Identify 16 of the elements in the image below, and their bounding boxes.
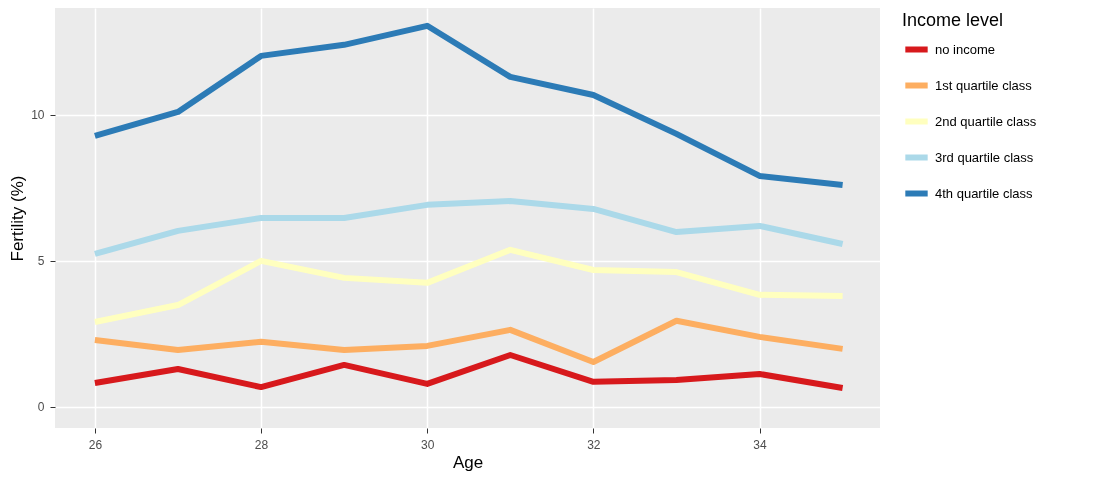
x-tick-label: 26 xyxy=(88,437,103,452)
legend-title: Income level xyxy=(902,10,1004,30)
y-tick-label: 10 xyxy=(31,108,45,123)
legend-label: 3rd quartile class xyxy=(935,149,1034,165)
y-tick-label: 5 xyxy=(37,254,45,269)
x-tick-label: 28 xyxy=(254,437,269,452)
legend-label: 1st quartile class xyxy=(935,77,1033,93)
y-axis-title: Fertility (%) xyxy=(8,175,28,262)
x-axis-title: Age xyxy=(452,452,484,472)
x-tick-label: 30 xyxy=(421,437,435,452)
legend-label: 2nd quartile class xyxy=(935,113,1037,129)
legend-label: no income xyxy=(935,41,995,57)
x-tick-label: 34 xyxy=(753,437,768,452)
legend-label: 4th quartile class xyxy=(935,185,1034,201)
x-tick-label: 32 xyxy=(587,437,601,452)
y-tick-label: 0 xyxy=(37,400,45,415)
